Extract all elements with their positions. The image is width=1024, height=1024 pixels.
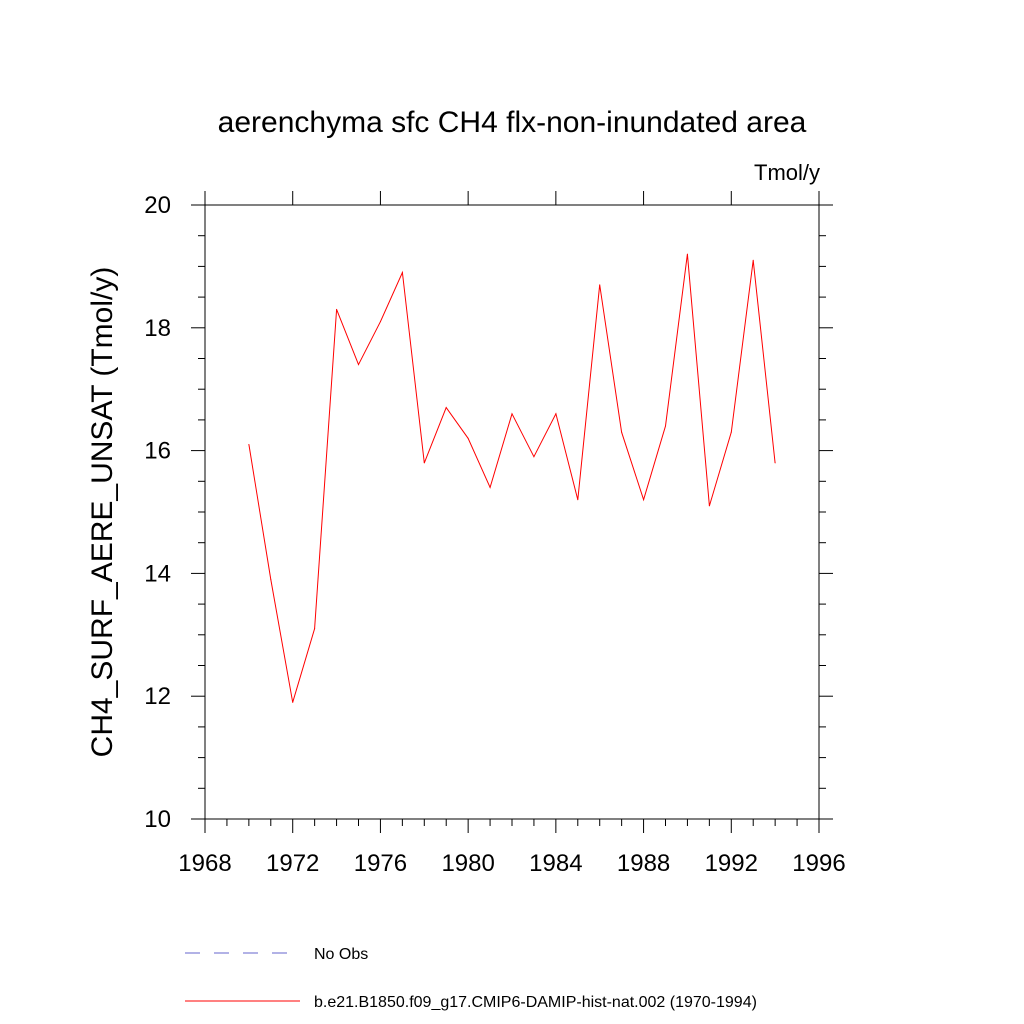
y-tick-label: 18 bbox=[144, 315, 171, 342]
chart-title: aerenchyma sfc CH4 flx-non-inundated are… bbox=[218, 106, 807, 139]
x-tick-label: 1988 bbox=[617, 850, 670, 877]
data-point bbox=[665, 425, 666, 427]
data-point bbox=[599, 284, 601, 286]
x-tick-label: 1976 bbox=[354, 850, 407, 877]
legend: No Obs b.e21.B1850.f09_g17.CMIP6-DAMIP-h… bbox=[185, 946, 757, 1011]
plot-frame bbox=[204, 204, 820, 820]
data-point bbox=[577, 499, 579, 501]
x-tick-label: 1972 bbox=[266, 850, 319, 877]
legend-label-model: b.e21.B1850.f09_g17.CMIP6-DAMIP-hist-nat… bbox=[314, 994, 757, 1011]
y-tick-label: 12 bbox=[144, 683, 171, 710]
data-point bbox=[752, 259, 754, 261]
data-point bbox=[336, 308, 338, 310]
y-tick-label: 14 bbox=[144, 560, 171, 587]
x-tick-label: 1992 bbox=[705, 850, 758, 877]
data-point bbox=[686, 253, 688, 255]
data-point bbox=[248, 443, 250, 445]
y-tick-label: 16 bbox=[144, 438, 171, 465]
data-point bbox=[467, 437, 469, 439]
data-point bbox=[511, 413, 513, 415]
data-point bbox=[555, 413, 557, 415]
data-point bbox=[423, 462, 425, 464]
data-point bbox=[292, 701, 294, 703]
data-point bbox=[774, 462, 776, 464]
x-tick-label: 1996 bbox=[792, 850, 845, 877]
tick-labels: 1968 1972 1976 1980 1984 1988 1992 1996 10 12 14 16… bbox=[144, 192, 845, 877]
data-point bbox=[358, 364, 359, 366]
data-point bbox=[445, 407, 447, 409]
y-tick-label: 10 bbox=[144, 806, 171, 833]
data-point bbox=[489, 486, 491, 488]
y-tick-label: 20 bbox=[144, 192, 171, 219]
legend-label-no-obs: No Obs bbox=[314, 946, 368, 963]
data-point bbox=[643, 499, 645, 501]
data-point bbox=[270, 579, 272, 581]
x-tick-label: 1968 bbox=[178, 850, 231, 877]
series-layer bbox=[248, 253, 776, 703]
x-tick-label: 1984 bbox=[529, 850, 582, 877]
data-point bbox=[533, 456, 535, 458]
units-label: Tmol/y bbox=[754, 160, 820, 185]
x-tick-label: 1980 bbox=[441, 850, 494, 877]
data-point bbox=[621, 431, 623, 433]
data-point bbox=[730, 431, 732, 433]
data-point bbox=[401, 272, 403, 274]
axis-ticks bbox=[191, 191, 833, 833]
y-axis-label: CH4_SURF_AERE_UNSAT (Tmol/y) bbox=[86, 267, 119, 758]
data-point bbox=[708, 505, 710, 507]
series-line bbox=[248, 254, 776, 703]
data-point bbox=[314, 628, 316, 630]
data-point bbox=[379, 321, 381, 323]
